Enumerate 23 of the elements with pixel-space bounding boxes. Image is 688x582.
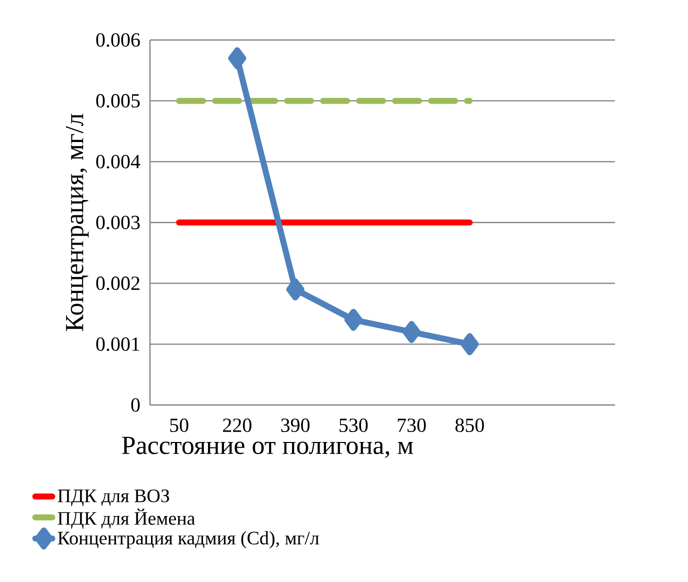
point xyxy=(228,47,246,70)
y-tick-label: 0.002 xyxy=(96,276,140,290)
legend-label: ПДК для Йемена xyxy=(58,508,195,529)
y-tick-label: 0.003 xyxy=(96,216,140,230)
x-tick-label: 220 xyxy=(223,418,252,432)
y-tick-label: 0.004 xyxy=(96,154,140,168)
x-tick-label: 850 xyxy=(455,418,484,432)
y-tick-label: 0.005 xyxy=(96,94,140,108)
y-tick-label: 0.001 xyxy=(96,337,140,351)
legend-label: Концентрация кадмия (Cd), мг/л xyxy=(58,531,319,548)
legend-label: ПДК для ВОЗ xyxy=(58,489,170,506)
x-axis-title: Расстояние от полигона, м xyxy=(122,436,414,458)
y-tick-label: 0.006 xyxy=(96,33,140,47)
y-tick-label: 0 xyxy=(131,398,140,412)
x-tick-label: 390 xyxy=(281,418,310,432)
x-tick-label: 530 xyxy=(340,418,368,432)
x-tick-label: 730 xyxy=(398,418,426,432)
y-axis-title: Концентрация, мг/л xyxy=(66,114,89,332)
point xyxy=(286,278,304,300)
point xyxy=(460,333,479,356)
x-tick-label: 50 xyxy=(170,418,188,432)
point xyxy=(344,308,362,331)
point xyxy=(402,321,421,343)
